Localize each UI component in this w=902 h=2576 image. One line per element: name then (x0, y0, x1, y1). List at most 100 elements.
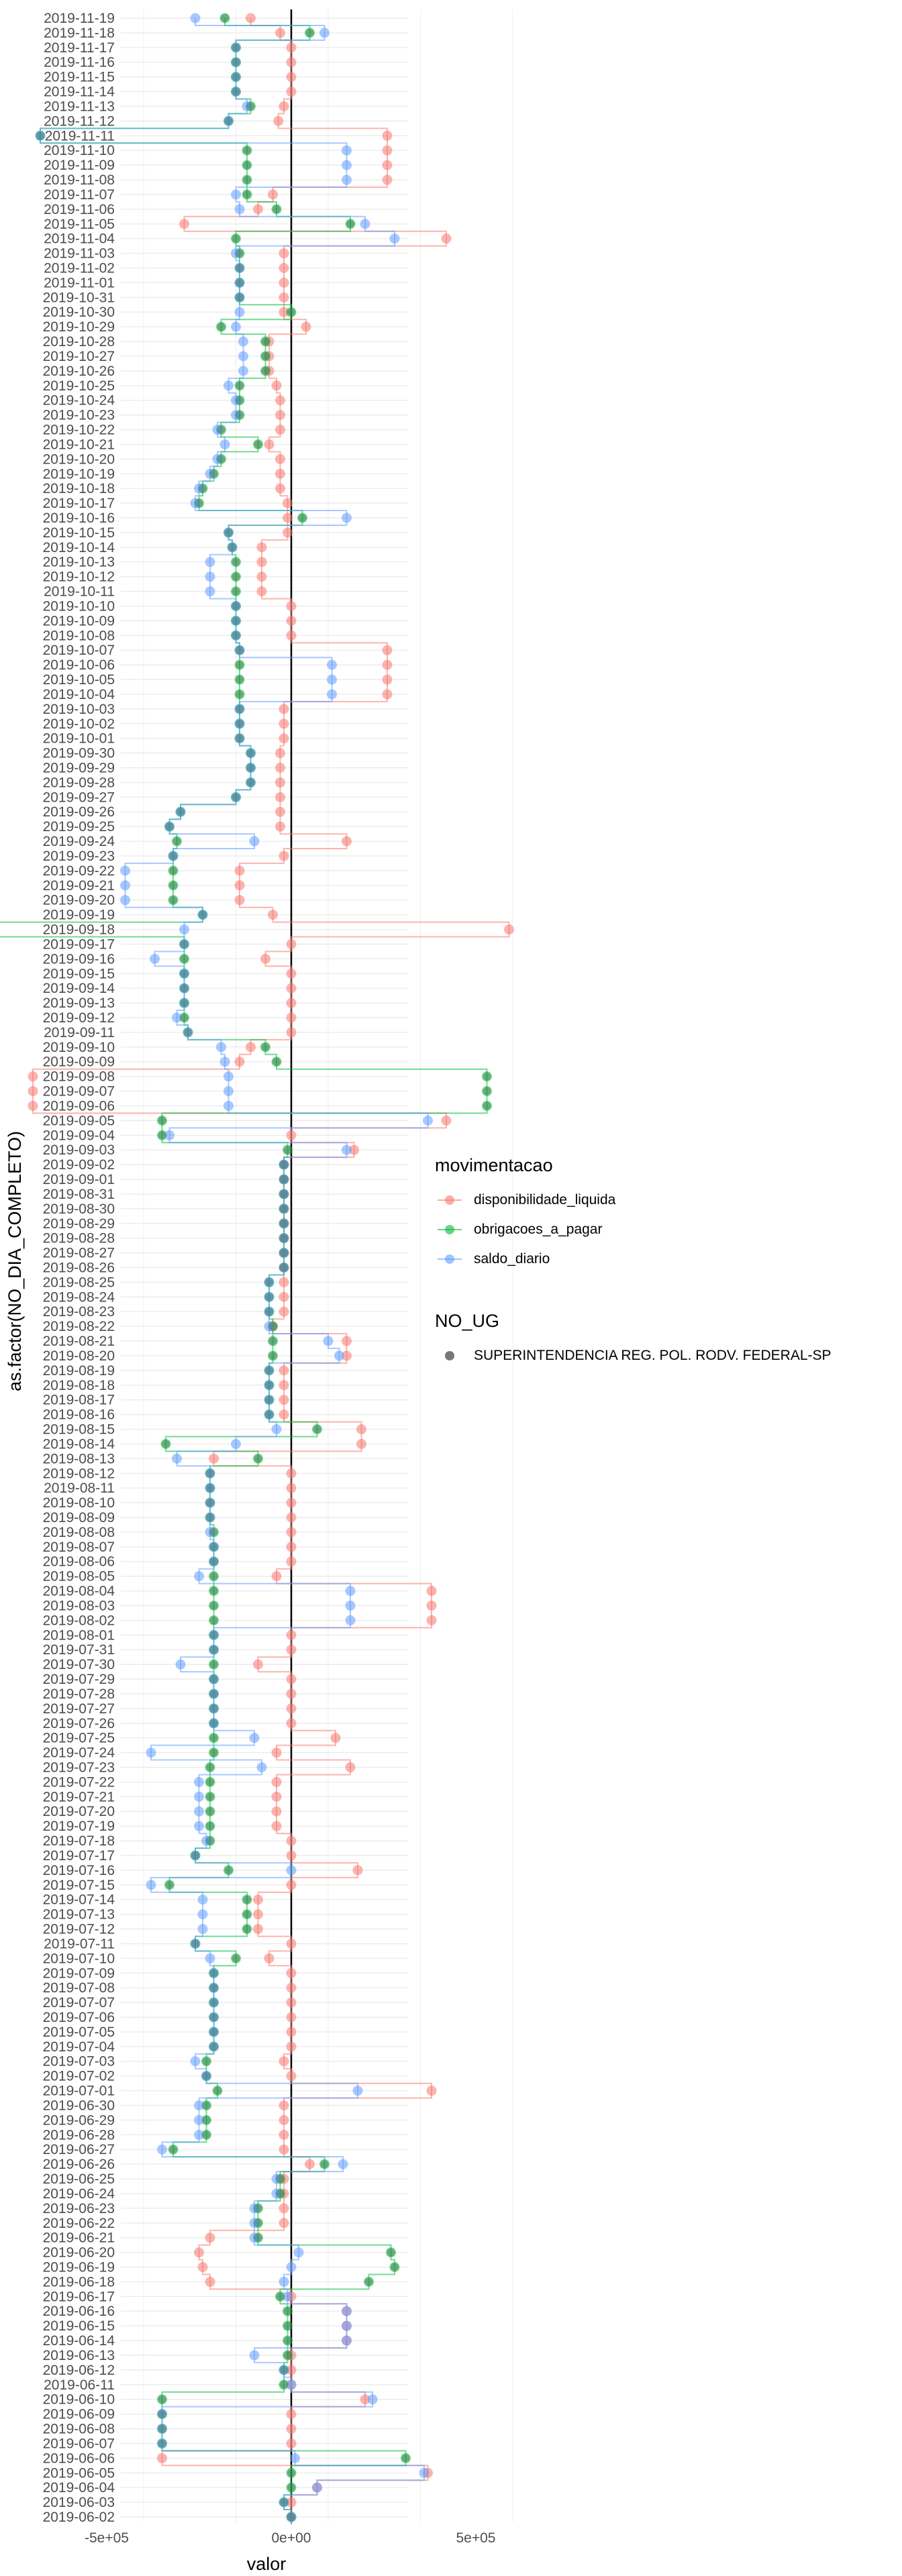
y-tick-label: 2019-07-20 (43, 1804, 115, 1819)
y-tick-label: 2019-07-26 (43, 1716, 115, 1731)
point-obrigacoes-a-pagar (172, 836, 182, 847)
y-tick-label: 2019-11-03 (44, 246, 115, 262)
point-saldo-diario (223, 115, 234, 126)
point-no-ug (272, 205, 281, 213)
data-points (28, 13, 514, 2522)
point-no-ug (236, 264, 244, 272)
point-saldo-diario (342, 2335, 352, 2346)
point-saldo-diario (345, 1586, 356, 1597)
point-saldo-diario (194, 2100, 204, 2110)
point-obrigacoes-a-pagar (242, 145, 252, 156)
y-tick-label: 2019-11-05 (44, 217, 115, 232)
point-obrigacoes-a-pagar (242, 1894, 252, 1905)
point-no-ug (364, 2277, 373, 2286)
point-no-ug (298, 514, 307, 522)
y-tick-label: 2019-09-02 (43, 1157, 115, 1173)
point-saldo-diario (323, 1336, 334, 1346)
y-tick-label: 2019-10-17 (43, 496, 115, 511)
point-obrigacoes-a-pagar (231, 233, 241, 244)
shape-legend-title: NO_UG (435, 1311, 500, 1331)
y-tick-label: 2019-09-29 (43, 761, 115, 776)
point-obrigacoes-a-pagar (345, 219, 356, 229)
point-saldo-diario (279, 1248, 289, 1258)
y-tick-label: 2019-10-29 (43, 319, 115, 335)
point-saldo-diario (157, 2144, 167, 2155)
point-no-ug (209, 1704, 218, 1713)
point-no-ug (276, 2292, 285, 2301)
legend-item-disponibilidade-liquida: disponibilidade_liquida (435, 1185, 615, 1215)
y-tick-label: 2019-11-14 (44, 85, 115, 100)
point-obrigacoes-a-pagar (201, 2114, 211, 2125)
y-tick-label: 2019-06-05 (43, 2465, 115, 2481)
point-saldo-diario (279, 1233, 289, 1244)
point-disponibilidade-liquida (234, 895, 245, 906)
point-no-ug (232, 793, 240, 802)
point-disponibilidade-liquida (286, 1468, 297, 1479)
point-disponibilidade-liquida (279, 2203, 289, 2214)
point-saldo-diario (205, 1468, 215, 1479)
y-tick-label: 2019-08-13 (43, 1451, 115, 1466)
point-disponibilidade-liquida (342, 1336, 352, 1346)
y-tick-label: 2019-10-05 (43, 672, 115, 688)
point-no-ug (387, 2248, 395, 2257)
point-saldo-diario (209, 1997, 219, 2008)
point-disponibilidade-liquida (275, 806, 285, 817)
y-tick-label: 2019-10-30 (43, 305, 115, 320)
y-tick-label: 2019-06-26 (43, 2157, 115, 2172)
y-tick-label: 2019-07-04 (43, 2039, 115, 2055)
point-no-ug (206, 1837, 214, 1845)
point-no-ug (169, 2145, 177, 2154)
point-disponibilidade-liquida (205, 2233, 215, 2243)
y-tick-label: 2019-08-14 (43, 1436, 115, 1452)
point-no-ug (265, 1293, 273, 1301)
y-tick-label: 2019-11-04 (44, 231, 115, 247)
point-saldo-diario (271, 2174, 282, 2184)
point-no-ug (217, 323, 225, 331)
color-legend: movimentacao disponibilidade_liquida obr… (435, 1155, 615, 1274)
point-saldo-diario (212, 453, 223, 464)
point-obrigacoes-a-pagar (234, 674, 245, 685)
y-tick-label: 2019-08-08 (43, 1525, 115, 1540)
y-tick-label: 2019-09-16 (43, 951, 115, 967)
y-tick-label: 2019-09-05 (43, 1113, 115, 1128)
point-disponibilidade-liquida (286, 87, 297, 97)
point-obrigacoes-a-pagar (201, 2100, 211, 2110)
point-no-ug (224, 117, 233, 125)
point-saldo-diario (201, 2071, 211, 2082)
point-no-ug (268, 1337, 277, 1346)
point-obrigacoes-a-pagar (179, 953, 189, 964)
point-disponibilidade-liquida (286, 1674, 297, 1684)
y-tick-label: 2019-10-24 (43, 393, 115, 409)
point-disponibilidade-liquida (382, 145, 393, 156)
point-disponibilidade-liquida (197, 2262, 208, 2272)
point-disponibilidade-liquida (345, 1762, 356, 1772)
point-no-ug (180, 984, 189, 993)
point-saldo-diario (172, 1012, 182, 1023)
point-saldo-diario (419, 2467, 430, 2478)
point-no-ug (254, 2233, 262, 2242)
point-saldo-diario (234, 645, 245, 655)
point-obrigacoes-a-pagar (201, 2129, 211, 2140)
point-saldo-diario (205, 572, 215, 582)
point-no-ug (236, 249, 244, 258)
point-obrigacoes-a-pagar (482, 1086, 492, 1097)
y-tick-label: 2019-10-09 (43, 613, 115, 629)
y-tick-label: 2019-06-03 (43, 2495, 115, 2510)
point-no-ug (209, 1984, 218, 1992)
point-disponibilidade-liquida (256, 572, 267, 582)
point-saldo-diario (223, 1086, 234, 1097)
point-no-ug (206, 1499, 214, 1507)
point-no-ug (158, 2395, 166, 2404)
point-no-ug (236, 396, 244, 405)
point-saldo-diario (264, 1365, 274, 1376)
point-disponibilidade-liquida (279, 2129, 289, 2140)
point-disponibilidade-liquida (286, 1880, 297, 1890)
point-saldo-diario (352, 2086, 363, 2096)
point-disponibilidade-liquida (234, 865, 245, 876)
point-saldo-diario (205, 1512, 215, 1523)
y-tick-label: 2019-06-09 (43, 2407, 115, 2422)
point-no-ug (209, 1557, 218, 1566)
point-no-ug (346, 219, 354, 228)
y-tick-label: 2019-07-06 (43, 2010, 115, 2025)
